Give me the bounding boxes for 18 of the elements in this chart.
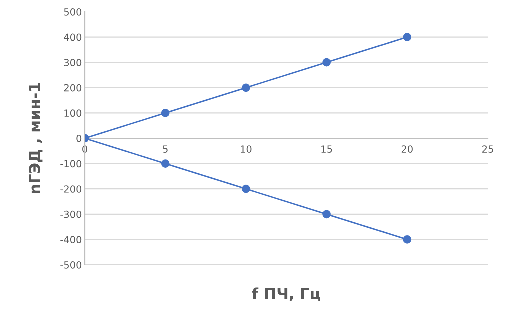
x-tick-label: 10 <box>241 146 252 153</box>
y-axis-title: nГЭД , мин-1 <box>28 83 43 194</box>
x-tick-label: 25 <box>482 146 494 153</box>
y-tick-label: 200 <box>64 84 82 92</box>
y-tick-label: -100 <box>60 160 82 168</box>
y-tick-label: 500 <box>64 8 82 16</box>
y-tick-label: -500 <box>60 261 82 269</box>
y-tick-label: -400 <box>60 236 82 244</box>
y-tick-label: 300 <box>64 59 82 66</box>
x-tick-label: 15 <box>322 146 332 153</box>
y-tick-label: 0 <box>76 134 82 142</box>
y-tick-label: -200 <box>60 186 82 193</box>
x-axis-title: f ПЧ, Гц <box>252 288 320 302</box>
x-tick-label: 20 <box>402 146 413 153</box>
y-tick-label: -300 <box>60 210 82 218</box>
y-tick-label: 100 <box>64 110 82 118</box>
y-tick-label: 400 <box>64 34 82 42</box>
x-tick-label: 5 <box>163 146 168 153</box>
